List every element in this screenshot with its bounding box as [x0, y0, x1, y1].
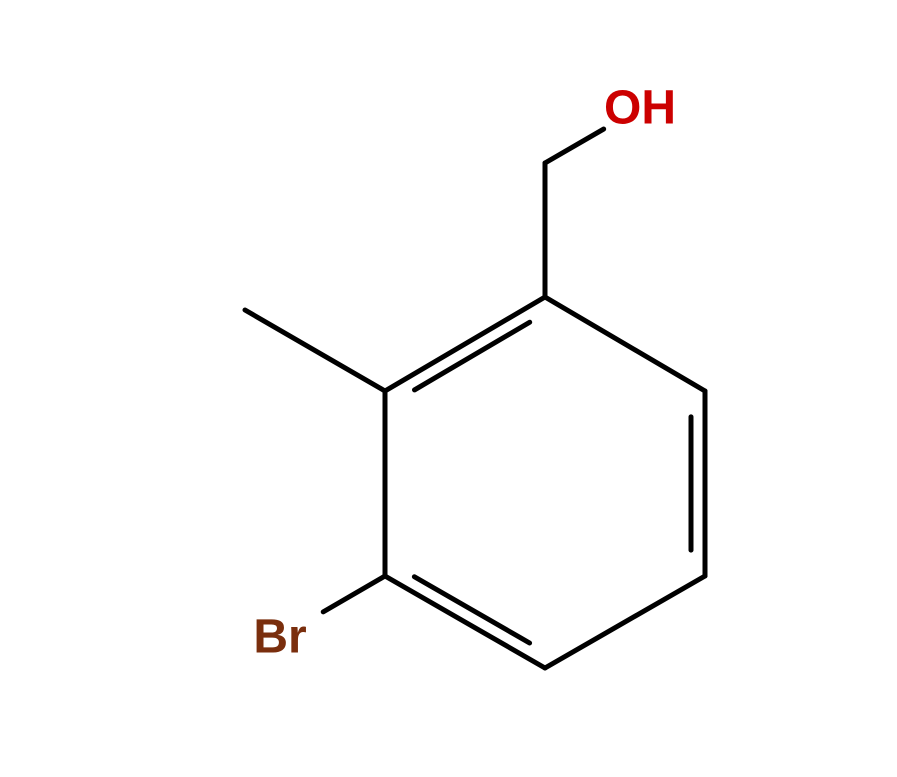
molecule-canvas: OH Br	[0, 0, 897, 777]
hydroxyl-label: OH	[604, 81, 676, 136]
bromine-label: Br	[253, 610, 306, 665]
bond-layer	[0, 0, 897, 777]
